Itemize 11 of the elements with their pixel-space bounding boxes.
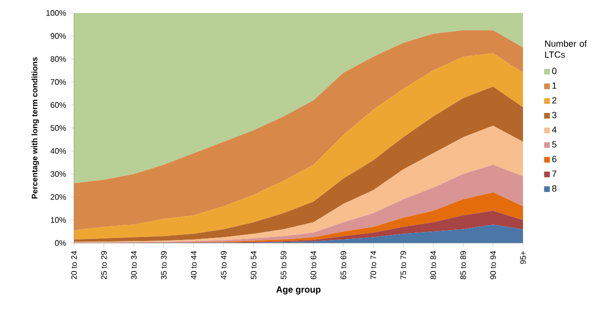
legend-title: Number of LTCs: [545, 40, 587, 58]
x-axis-title: Age group: [276, 286, 321, 294]
legend-label: 1: [552, 82, 556, 89]
legend-label: 7: [552, 170, 556, 177]
legend-label: 4: [552, 126, 557, 133]
legend-label: 0: [552, 68, 556, 74]
legend-label: 6: [552, 156, 556, 162]
legend-label: 2: [552, 97, 556, 104]
legend-label: 3: [552, 112, 556, 118]
legend-label: 5: [552, 141, 556, 148]
legend-label: 8: [552, 185, 556, 192]
